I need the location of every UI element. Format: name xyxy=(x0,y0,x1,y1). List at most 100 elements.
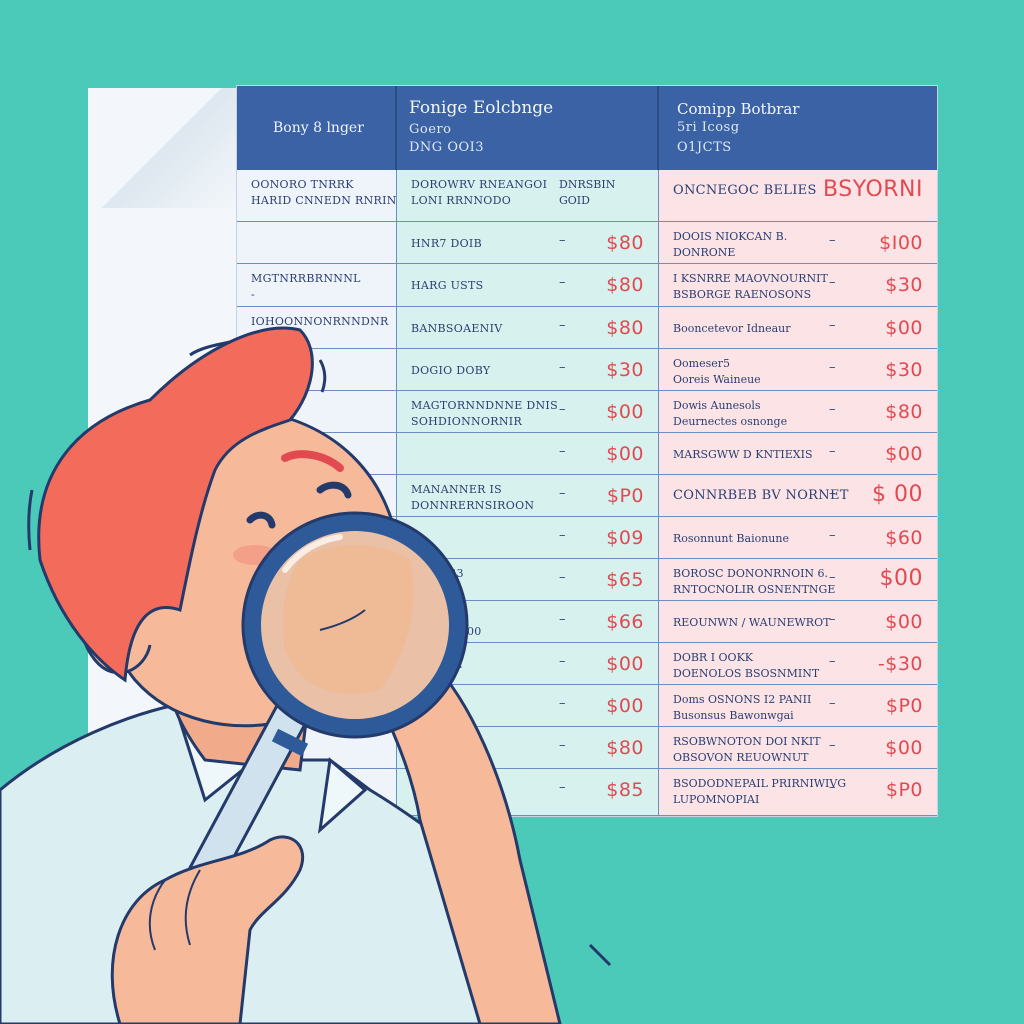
dash-separator: – xyxy=(559,696,566,711)
table-header-1: Bony 8 lnger xyxy=(237,86,397,170)
dash-separator: – xyxy=(829,654,836,669)
option-b-text: Dowis Aunesols xyxy=(673,399,761,412)
option-b-price: $00 xyxy=(885,443,923,465)
option-a-text: HARG USTS xyxy=(411,279,484,292)
table-row: – $00 MARSGWW D KNTIEXIS – $00 xyxy=(237,433,937,475)
cell-option-b: ONCNEGOC BELIES BSYORNI xyxy=(659,170,937,221)
cell-option-b: Rosonnunt Baionune – $60 xyxy=(659,517,937,558)
option-a-price: $P0 xyxy=(606,485,644,507)
option-b-text: RSOBWNOTON DOI NKIT xyxy=(673,735,821,748)
dash-separator: – xyxy=(829,486,836,501)
option-b-text: Rosonnunt Baionune xyxy=(673,532,789,545)
option-b-text: REOUNWN / WAUNEWROT xyxy=(673,616,831,629)
option-a-price: $09 xyxy=(606,527,644,549)
option-a-text: DONNRERNSIROON xyxy=(411,499,535,512)
cell-label: MGTNRRBRNNNL - xyxy=(237,264,397,306)
cell-option-b: DOBR I OOKK DOENOLOS BSOSNMINT – -$30 xyxy=(659,643,937,684)
option-b-price: $ 00 xyxy=(872,482,923,507)
option-b-text: DOENOLOS BSOSNMINT xyxy=(673,667,820,680)
option-a-price: $00 xyxy=(606,695,644,717)
row-label-line: - xyxy=(251,288,256,301)
option-a-price: $80 xyxy=(606,737,644,759)
table-row: – $85 BSODODNEPAIL PRIRNIWIVG LUPOMNOPIAI – $… xyxy=(237,769,937,816)
dash-separator: – xyxy=(829,233,836,248)
cell-option-b: MARSGWW D KNTIEXIS – $00 xyxy=(659,433,937,474)
dash-separator: – xyxy=(829,696,836,711)
row-label-line: HARID CNNEDN RNRINDIS xyxy=(251,194,397,207)
paper-fold xyxy=(88,88,238,208)
option-b-text: Oomeser5 xyxy=(673,357,730,370)
table-row: MAGTORNNDNNE DNIS SOHDIONNORNIR – $00 Dowis … xyxy=(237,391,937,433)
option-b-text: LUPOMNOPIAI xyxy=(673,793,760,806)
eye-right xyxy=(316,481,352,499)
option-b-price: $00 xyxy=(885,317,923,339)
option-a-text: HNR7 DOIB xyxy=(411,237,482,250)
cell-option-b: I KSNRRE MAOVNOURNIT BSBORGE RAENOSONS – $3… xyxy=(659,264,937,306)
option-a-price: $80 xyxy=(606,317,644,339)
option-a-price: $00 xyxy=(606,401,644,423)
option-b-text: I KSNRRE MAOVNOURNIT xyxy=(673,272,828,285)
option-b-price: $30 xyxy=(885,274,923,296)
cell-label: OONORO TNRRK HARID CNNEDN RNRINDIS xyxy=(237,170,397,221)
shirt-collar-right xyxy=(317,757,368,834)
dash-separator: – xyxy=(559,780,566,795)
cell-option-b: CONNRBEB BV NORNET – $ 00 xyxy=(659,475,937,516)
cell-option-a: HARG USTS – $80 xyxy=(397,264,659,306)
cell-option-b: RSOBWNOTON DOI NKIT OBSOVON REUOWNUT – $00 xyxy=(659,727,937,768)
cell-label xyxy=(237,222,397,263)
option-b-price: $I00 xyxy=(879,232,923,254)
row-label-line: OONORO TNRRK xyxy=(251,178,354,191)
option-b-price: $30 xyxy=(885,359,923,381)
option-a-price: $65 xyxy=(606,569,644,591)
cell-option-b: Doms OSNONS I2 PANII Busonsus Bawonwgai – $… xyxy=(659,685,937,726)
dash-separator: – xyxy=(829,780,836,795)
option-a-text: BANBSOAENIV xyxy=(411,322,503,335)
option-a-price: $00 xyxy=(606,653,644,675)
option-a-text: DOGIO DOBY xyxy=(411,364,491,377)
dash-separator: – xyxy=(559,275,566,290)
dash-separator: – xyxy=(829,612,836,627)
dash-separator: – xyxy=(559,318,566,333)
option-b-text: DOBR I OOKK xyxy=(673,651,754,664)
option-a-text: MAGTORNNDNNE DNIS xyxy=(411,399,558,412)
dash-separator: – xyxy=(559,402,566,417)
header-3-line-1: 5ri Icosg xyxy=(677,120,740,135)
option-a-extra: DNRSBIN xyxy=(559,178,616,191)
column-background-3 xyxy=(659,170,937,816)
option-b-text: OBSOVON REUOWNUT xyxy=(673,751,809,764)
dash-separator: – xyxy=(559,570,566,585)
header-1-title: Bony 8 lnger xyxy=(273,120,364,136)
cell-option-a: – $00 xyxy=(397,433,659,474)
dash-separator: – xyxy=(829,738,836,753)
table-row: OONORO TNRRK HARID CNNEDN RNRINDIS DOROWRV… xyxy=(237,170,937,222)
option-a-text: DOROWRV RNEANGOI xyxy=(411,178,548,191)
option-b-price: $P0 xyxy=(885,695,923,717)
option-a-text: SOHDIONNORNIR xyxy=(411,415,523,428)
dash-separator: – xyxy=(559,612,566,627)
header-2-title: Fonige Eolcbnge xyxy=(409,98,554,118)
dash-separator: – xyxy=(829,275,836,290)
option-b-text: RNTOCNOLIR OSNENTNGE xyxy=(673,583,836,596)
dash-separator: – xyxy=(559,528,566,543)
option-b-text: Ooreis Waineue xyxy=(673,373,761,386)
option-b-price: -$30 xyxy=(877,653,923,675)
option-b-text: BSODODNEPAIL PRIRNIWIVG xyxy=(673,777,847,790)
option-a-price: $80 xyxy=(606,232,644,254)
cell-option-a: – $85 xyxy=(397,769,659,815)
option-b-price: BSYORNI xyxy=(823,177,923,202)
table-row: HNR7 DOIB – $80 DOOIS NIOKCAN B. DONRONE – $I0… xyxy=(237,222,937,264)
cell-option-a: BANBSOAENIV – $80 xyxy=(397,307,659,348)
table-row: IOHOONNONRNNDNR BANBSOAENIV – $80 Booncetevo… xyxy=(237,307,937,349)
dash-separator: – xyxy=(829,528,836,543)
option-b-text: DOOIS NIOKCAN B. xyxy=(673,230,788,243)
option-b-text: CONNRBEB BV NORNET xyxy=(673,488,849,503)
row-label-line: MGTNRRBRNNNL xyxy=(251,272,361,285)
option-a-text: MANANNER IS xyxy=(411,483,503,496)
option-b-text: DONRONE xyxy=(673,246,736,259)
cell-option-a: – $09 xyxy=(397,517,659,558)
dash-separator: – xyxy=(829,360,836,375)
table-row: MGTNRRBRNNNL - HARG USTS – $80 I KSNRRE MAOVN… xyxy=(237,264,937,307)
hair xyxy=(37,326,314,683)
